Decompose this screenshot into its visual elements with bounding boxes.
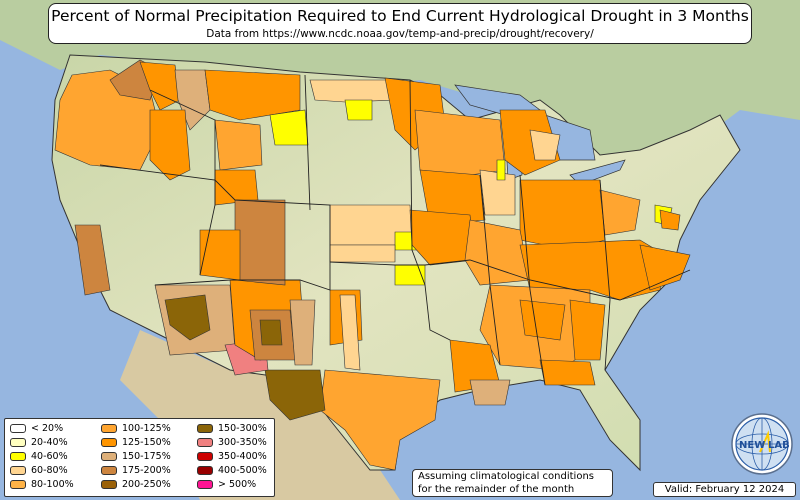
legend-swatch: [10, 437, 26, 447]
logo-text-right: LAB: [768, 440, 790, 451]
legend-swatch: [10, 423, 26, 433]
assumption-note: Assuming climatological conditions for t…: [412, 469, 613, 497]
legend: < 20% 20-40% 40-60% 60-80% 80-100% 100-1…: [4, 418, 275, 497]
legend-label: 80-100%: [31, 478, 74, 490]
legend-item: 40-60%: [10, 450, 68, 462]
legend-swatch: [197, 437, 213, 447]
legend-swatch: [101, 423, 117, 433]
globe-logo-icon: NEW LAB: [731, 413, 793, 475]
legend-item: 125-150%: [101, 436, 171, 448]
legend-swatch: [197, 423, 213, 433]
legend-label: 175-200%: [122, 464, 171, 476]
legend-label: 150-300%: [218, 422, 267, 434]
legend-swatch: [101, 451, 117, 461]
legend-label: 100-125%: [122, 422, 171, 434]
page-title: Percent of Normal Precipitation Required…: [51, 7, 749, 25]
legend-swatch: [10, 465, 26, 475]
note-line-2: for the remainder of the month: [418, 483, 575, 495]
legend-swatch: [197, 479, 213, 489]
legend-label: 200-250%: [122, 478, 171, 490]
legend-label: 150-175%: [122, 450, 171, 462]
legend-swatch: [101, 437, 117, 447]
legend-item: 200-250%: [101, 478, 171, 490]
legend-swatch: [197, 451, 213, 461]
title-box: Percent of Normal Precipitation Required…: [48, 3, 752, 44]
newlab-logo: NEW LAB: [730, 412, 794, 476]
legend-label: 20-40%: [31, 436, 68, 448]
legend-item: 400-500%: [197, 464, 267, 476]
legend-item: 300-350%: [197, 436, 267, 448]
legend-item: 350-400%: [197, 450, 267, 462]
legend-item: 150-300%: [197, 422, 267, 434]
legend-item: 60-80%: [10, 464, 68, 476]
legend-label: 40-60%: [31, 450, 68, 462]
legend-swatch: [10, 451, 26, 461]
legend-label: 350-400%: [218, 450, 267, 462]
legend-item: > 500%: [197, 478, 256, 490]
canada-land: [0, 0, 800, 190]
legend-swatch: [101, 479, 117, 489]
drought-regions: [54, 59, 691, 471]
legend-swatch: [10, 479, 26, 489]
legend-item: 20-40%: [10, 436, 68, 448]
legend-label: > 500%: [218, 478, 257, 490]
legend-label: 400-500%: [218, 464, 267, 476]
legend-label: < 20%: [31, 422, 64, 434]
page-subtitle: Data from https://www.ncdc.noaa.gov/temp…: [206, 28, 594, 40]
legend-swatch: [101, 465, 117, 475]
logo-text-left: NEW: [739, 440, 765, 451]
legend-label: 60-80%: [31, 464, 68, 476]
note-line-1: Assuming climatological conditions: [418, 471, 594, 482]
valid-date: Valid: February 12 2024: [653, 482, 796, 497]
legend-item: 150-175%: [101, 450, 171, 462]
legend-item: 100-125%: [101, 422, 171, 434]
legend-item: 80-100%: [10, 478, 74, 490]
legend-item: 175-200%: [101, 464, 171, 476]
legend-swatch: [197, 465, 213, 475]
legend-label: 125-150%: [122, 436, 171, 448]
state-borders: [99, 74, 691, 386]
legend-label: 300-350%: [218, 436, 267, 448]
legend-item: < 20%: [10, 422, 63, 434]
